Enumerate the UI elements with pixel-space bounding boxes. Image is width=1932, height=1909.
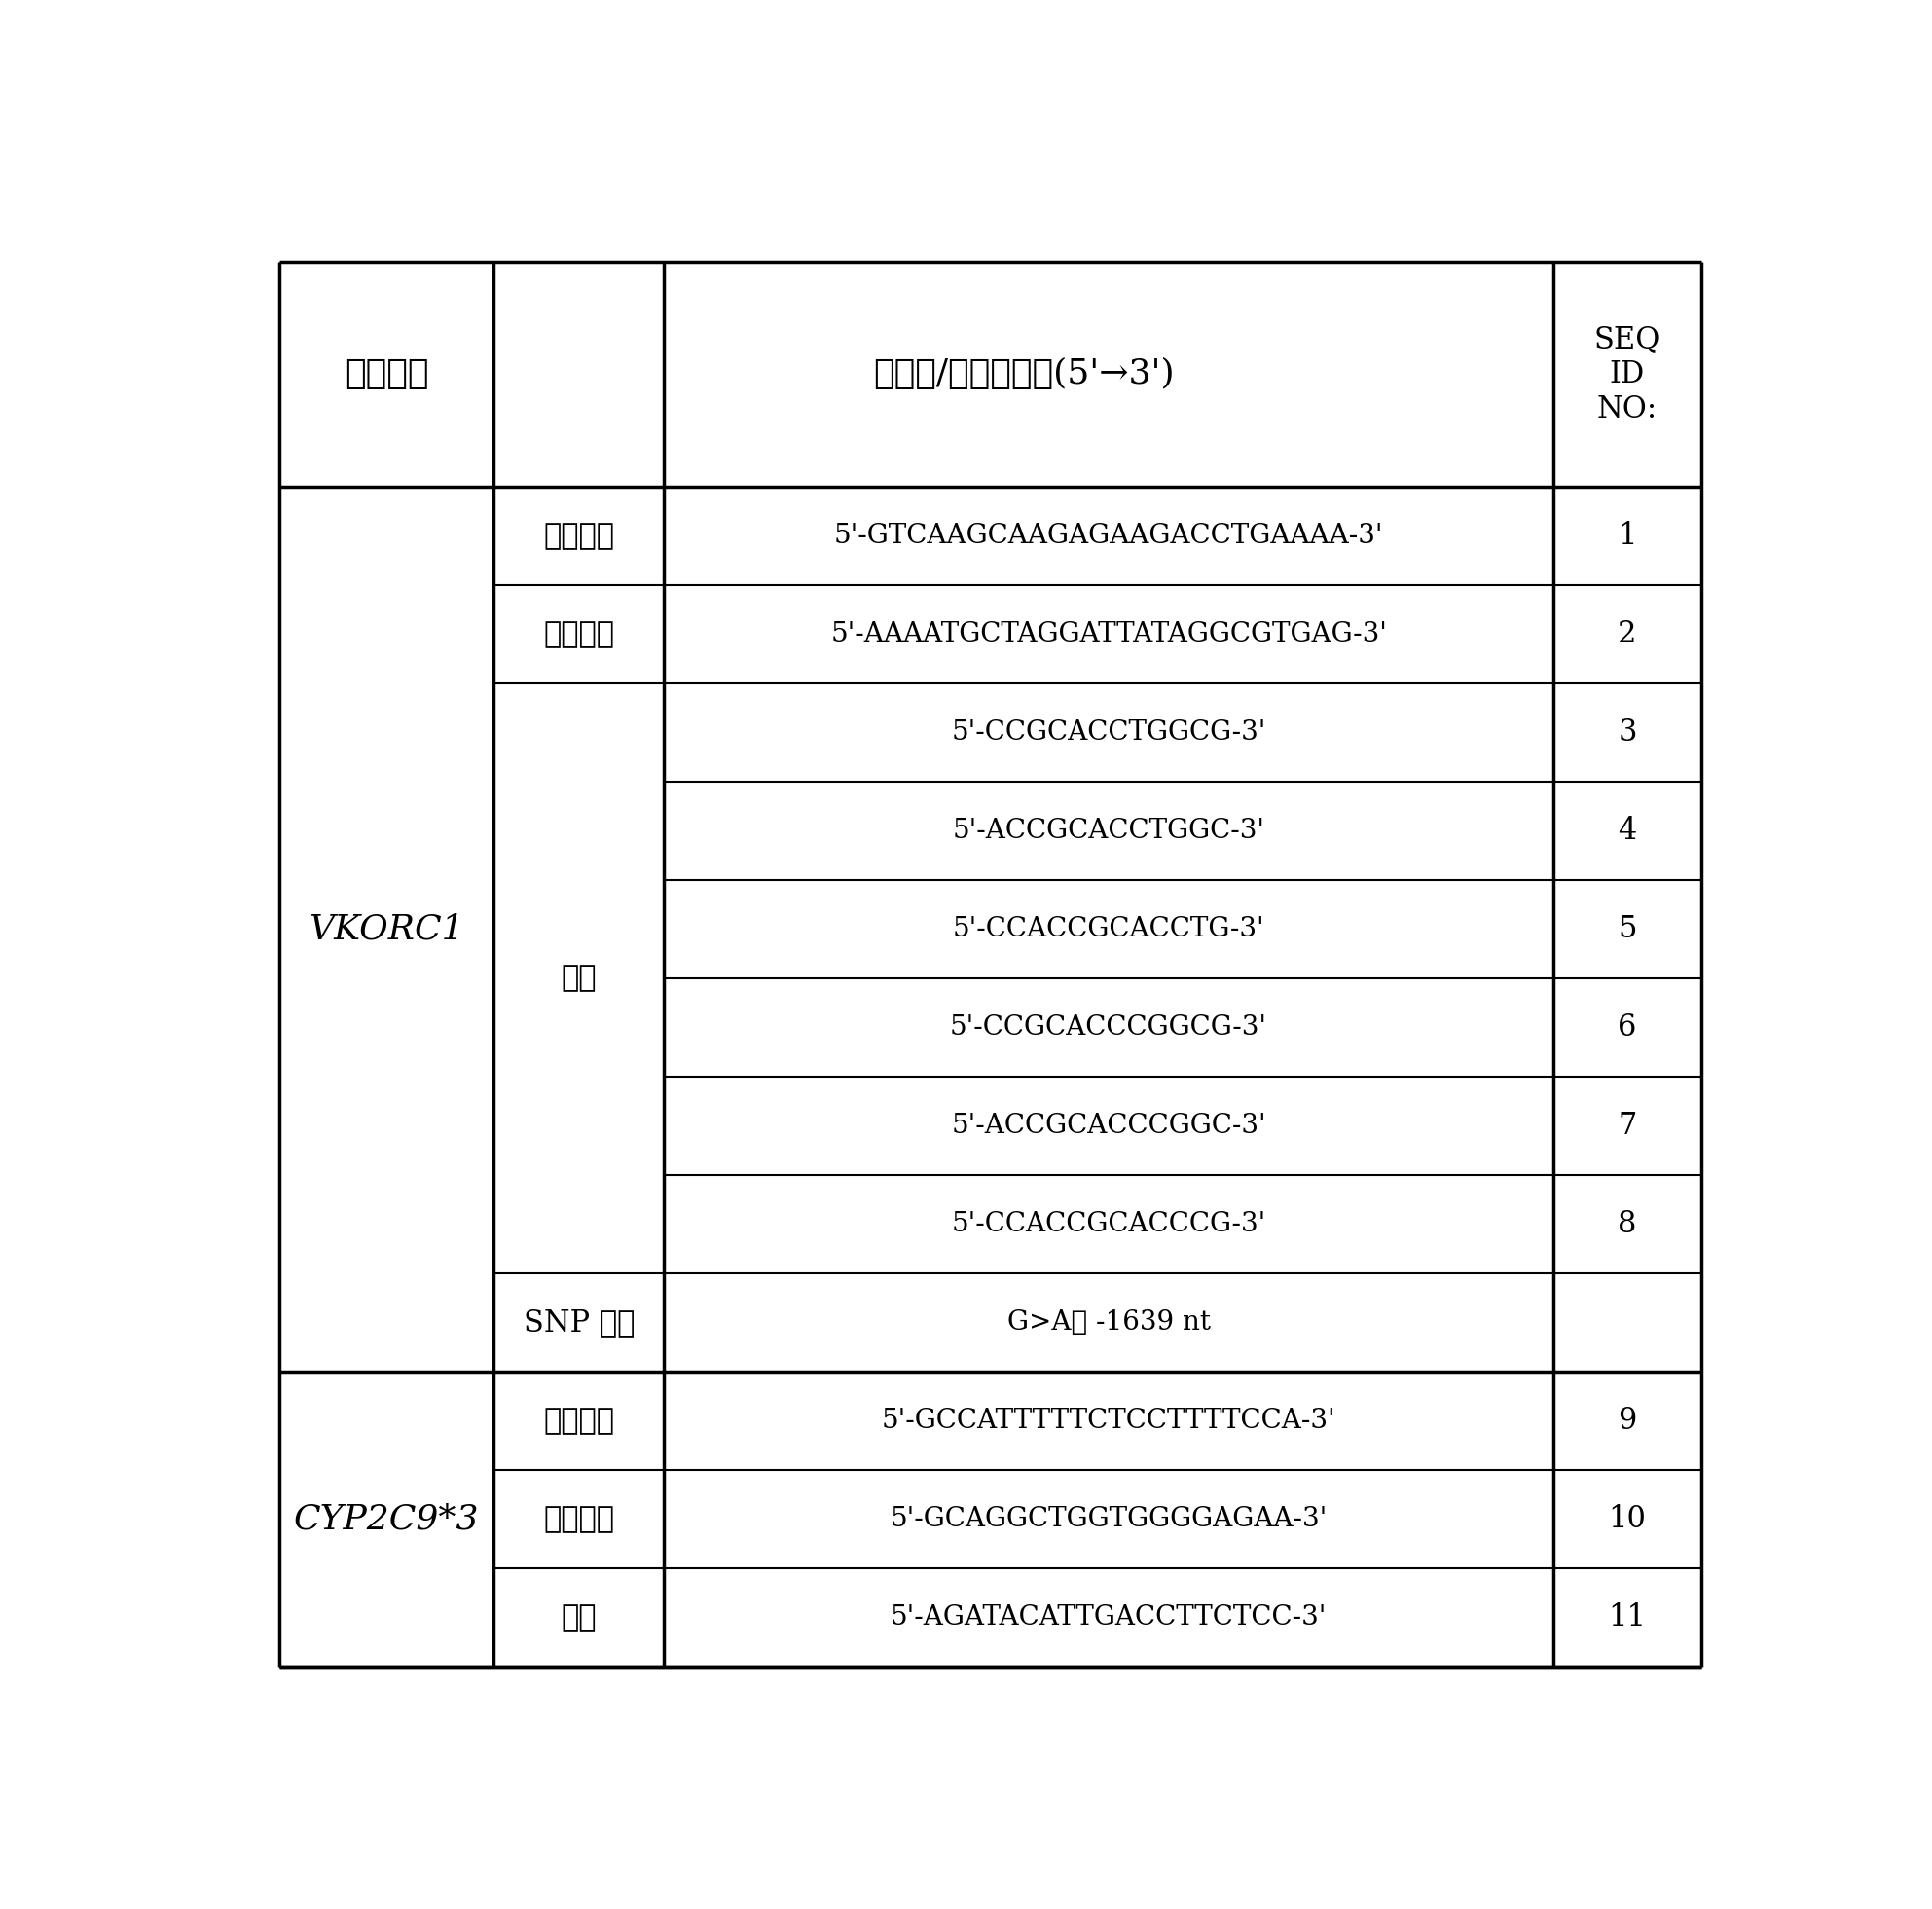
Text: 探针: 探针	[560, 964, 597, 993]
Text: 7: 7	[1617, 1111, 1636, 1142]
Text: 引物对/探针对序列(5'→3'): 引物对/探针对序列(5'→3')	[873, 357, 1175, 391]
Text: 5'-GCAGGCTGGTGGGGAGAA-3': 5'-GCAGGCTGGTGGGGAGAA-3'	[891, 1506, 1327, 1533]
Text: 5'-AAAATGCTAGGATTATAGGCGTGAG-3': 5'-AAAATGCTAGGATTATAGGCGTGAG-3'	[831, 620, 1387, 647]
Text: 正向引物: 正向引物	[543, 521, 614, 552]
Text: 11: 11	[1607, 1602, 1646, 1632]
Text: VKORC1: VKORC1	[309, 913, 464, 945]
Text: 5'-CCGCACCTGGCG-3': 5'-CCGCACCTGGCG-3'	[951, 720, 1265, 746]
Text: 5'-GTCAAGCAAGAGAAGACCTGAAAA-3': 5'-GTCAAGCAAGAGAAGACCTGAAAA-3'	[835, 523, 1383, 550]
Text: SEQ
ID
NO:: SEQ ID NO:	[1594, 325, 1662, 424]
Text: 5'-GCCATTTTTCTCCTTTTCCA-3': 5'-GCCATTTTTCTCCTTTTCCA-3'	[881, 1407, 1335, 1434]
Text: 5'-CCACCGCACCTG-3': 5'-CCACCGCACCTG-3'	[952, 916, 1265, 943]
Text: CYP2C9*3: CYP2C9*3	[294, 1502, 479, 1535]
Text: 5'-AGATACATTGACCTTCTCC-3': 5'-AGATACATTGACCTTCTCC-3'	[891, 1604, 1327, 1630]
Text: SNP 位置: SNP 位置	[524, 1308, 634, 1338]
Text: 5'-ACCGCACCTGGC-3': 5'-ACCGCACCTGGC-3'	[952, 817, 1265, 844]
Text: 反向引物: 反向引物	[543, 1504, 614, 1535]
Text: 10: 10	[1607, 1504, 1646, 1535]
Text: 4: 4	[1617, 815, 1636, 846]
Text: 3: 3	[1617, 718, 1636, 748]
Text: G>A， -1639 nt: G>A， -1639 nt	[1007, 1310, 1209, 1336]
Text: 5: 5	[1617, 914, 1636, 945]
Text: 5'-ACCGCACCCGGC-3': 5'-ACCGCACCCGGC-3'	[951, 1113, 1265, 1140]
Text: 探针: 探针	[560, 1602, 597, 1632]
Text: 6: 6	[1617, 1012, 1636, 1042]
Text: 1: 1	[1617, 521, 1636, 552]
Text: 9: 9	[1617, 1405, 1636, 1436]
Text: 5'-CCGCACCCGGCG-3': 5'-CCGCACCCGGCG-3'	[951, 1014, 1267, 1040]
Text: 8: 8	[1617, 1208, 1636, 1239]
Text: 2: 2	[1617, 619, 1636, 649]
Text: 5'-CCACCGCACCCG-3': 5'-CCACCGCACCCG-3'	[951, 1210, 1265, 1237]
Text: 目标基因: 目标基因	[344, 357, 429, 391]
Text: 正向引物: 正向引物	[543, 1405, 614, 1436]
Text: 反向引物: 反向引物	[543, 619, 614, 649]
